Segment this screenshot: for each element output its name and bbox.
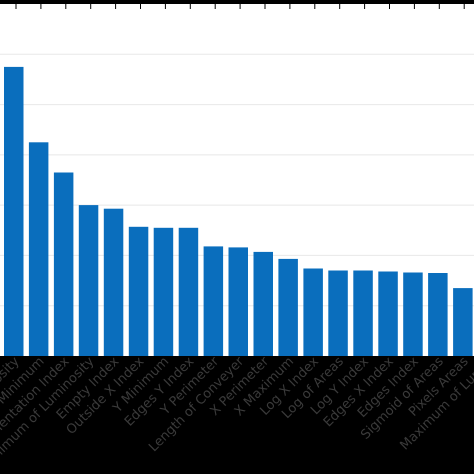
bar [328,270,348,356]
bar [178,227,199,356]
bar [103,208,124,356]
bar [353,270,373,356]
bar [4,66,24,357]
bar [303,268,323,356]
bar [28,142,49,356]
bar [253,251,273,356]
bar [453,288,473,356]
bar [428,273,448,356]
bar [278,258,298,356]
bar [128,226,149,356]
bar [53,172,74,356]
bar [203,246,224,356]
bars [4,66,473,357]
bar [153,227,174,356]
top-ticks [15,4,465,9]
bar [403,272,423,356]
bar [78,205,99,356]
bar [228,247,248,356]
top-axis-frame [0,0,474,4]
x-axis-label-band [0,356,474,474]
bar [378,271,398,356]
